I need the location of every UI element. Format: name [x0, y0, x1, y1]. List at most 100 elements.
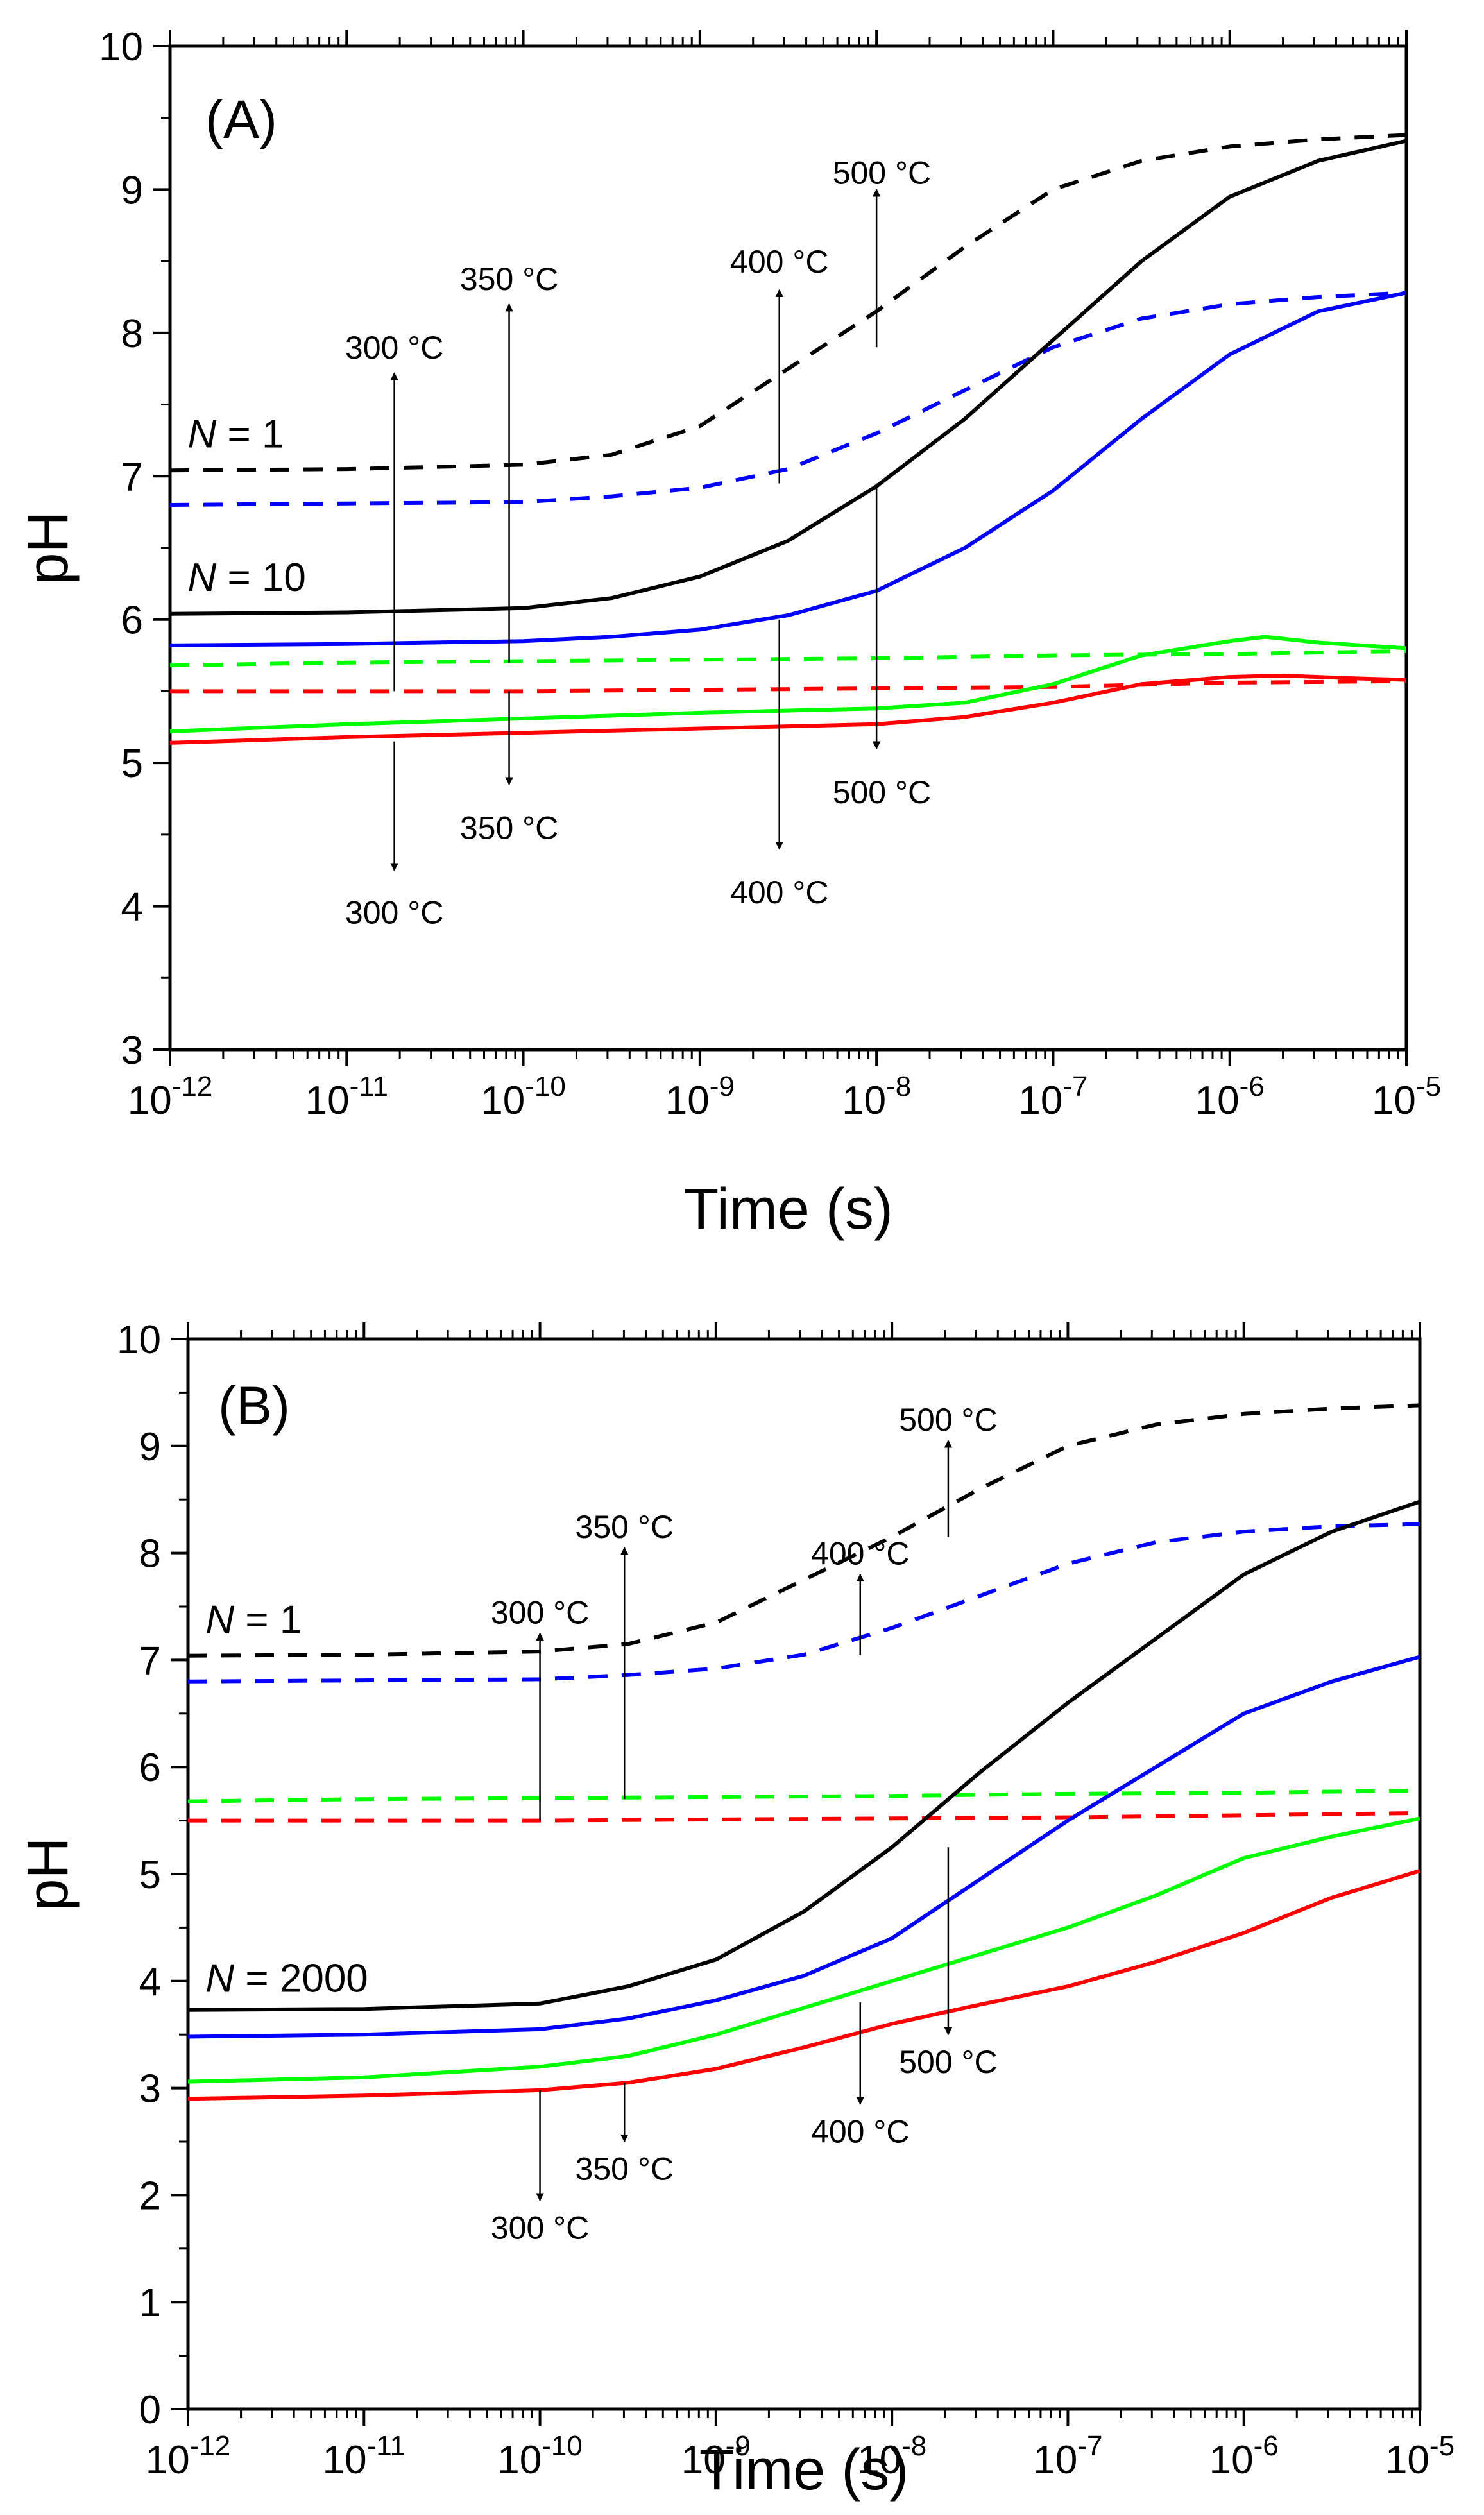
annotation-label: 500 °C	[833, 155, 931, 191]
x-tick-exponent: -8	[901, 2430, 926, 2462]
x-tick-label: 10-10	[497, 2430, 583, 2482]
series-line	[187, 1499, 1420, 2012]
x-tick-base: 10	[323, 2438, 367, 2482]
annotation-label: 300 °C	[491, 2210, 589, 2246]
x-tick-label: 10-8	[857, 2430, 926, 2482]
series-label-symbol: N	[188, 556, 217, 600]
plot-frame	[186, 1337, 1422, 2411]
x-tick-label: 10-6	[1195, 1071, 1265, 1123]
x-tick-exponent: -5	[1416, 1071, 1441, 1102]
x-tick-base: 10	[305, 1078, 350, 1123]
annotation-label: 300 °C	[345, 895, 443, 931]
series-label-value: = 1	[216, 413, 284, 457]
x-tick-label: 10-12	[146, 2430, 231, 2482]
y-tick-label: 8	[121, 312, 143, 356]
x-tick-label: 10-7	[1033, 2430, 1102, 2482]
series-line	[169, 673, 1407, 745]
y-tick-label: 10	[117, 1318, 161, 1362]
series-line	[169, 649, 1407, 668]
x-tick-label: 10-10	[481, 1071, 566, 1123]
annotation-label: 400 °C	[730, 874, 828, 910]
y-tick-label: 6	[121, 599, 143, 643]
x-tick-exponent: -7	[1062, 1071, 1087, 1102]
series-group	[169, 133, 1407, 745]
annotation-label: 300 °C	[491, 1594, 589, 1630]
x-tick-base: 10	[146, 2438, 190, 2482]
series-label: N = 1	[205, 1598, 302, 1642]
series-line	[188, 1811, 1420, 1823]
series-label: N = 1	[188, 413, 284, 457]
x-tick-label: 10-9	[665, 1071, 735, 1123]
x-tick-exponent: -10	[542, 2430, 583, 2462]
x-ticks	[169, 30, 1408, 1066]
x-tick-exponent: -10	[525, 1071, 566, 1102]
x-tick-exponent: -9	[710, 1071, 735, 1102]
series-line	[187, 1655, 1420, 2039]
series-line	[187, 1816, 1420, 2084]
y-axis-title: pH	[16, 511, 80, 584]
series-label: N = 10	[188, 556, 306, 600]
series-line	[187, 1522, 1420, 1684]
x-tick-exponent: -8	[886, 1071, 911, 1102]
x-tick-base: 10	[497, 2438, 542, 2482]
series-label-symbol: N	[188, 413, 217, 457]
x-tick-label: 10-9	[681, 2430, 751, 2482]
x-tick-exponent: -12	[172, 1071, 213, 1102]
y-axis-title: pH	[16, 1837, 80, 1911]
y-tick-label: 4	[121, 885, 143, 930]
series-line	[187, 1788, 1420, 1803]
series-line	[187, 1869, 1420, 2101]
annotation-label: 350 °C	[576, 1509, 674, 1545]
x-tick-base: 10	[1372, 1078, 1416, 1123]
annotation-label: 350 °C	[460, 261, 558, 297]
annotation-label: 300 °C	[345, 330, 443, 366]
x-tick-base: 10	[1385, 2438, 1429, 2482]
y-tick-label: 0	[139, 2388, 161, 2432]
x-tick-exponent: -6	[1240, 1071, 1265, 1102]
annotation-label: 500 °C	[899, 2044, 997, 2080]
series-line	[187, 1403, 1420, 1658]
x-tick-exponent: -5	[1429, 2430, 1454, 2462]
series-label-value: = 1	[234, 1598, 302, 1642]
y-ticks	[171, 1338, 188, 2410]
y-tick-label: 1	[139, 2281, 161, 2325]
y-tick-label: 4	[139, 1960, 161, 2004]
y-ticks	[153, 45, 170, 1051]
series-line	[169, 133, 1407, 473]
series-line	[169, 635, 1407, 733]
x-tick-base: 10	[1018, 1078, 1062, 1123]
y-tick-label: 3	[139, 2067, 161, 2111]
y-tick-label: 5	[121, 742, 143, 786]
series-line	[170, 679, 1407, 694]
x-tick-base: 10	[1195, 1078, 1240, 1123]
y-tick-label: 6	[139, 1746, 161, 1790]
x-ticks	[187, 1322, 1421, 2426]
x-tick-exponent: -6	[1254, 2430, 1279, 2462]
annotation-label: 400 °C	[811, 2113, 909, 2149]
annotation-label: 400 °C	[811, 1536, 909, 1572]
series-line	[169, 291, 1407, 507]
y-tick-label: 9	[139, 1425, 161, 1469]
y-tick-label: 7	[121, 455, 143, 499]
y-tick-label: 7	[139, 1639, 161, 1683]
annotation-label: 500 °C	[899, 1402, 997, 1438]
panel-b: 10-12 10-11 10-10 10-9 10-8 10-7 10-6 10-501234…	[16, 1318, 1454, 2502]
x-tick-exponent: -11	[367, 2430, 405, 2462]
x-tick-label: 10-8	[842, 1071, 911, 1123]
panel-a: 10-12 10-11 10-10 10-9 10-8 10-7 10-6 10-534567…	[16, 25, 1441, 1241]
x-tick-label: 10-5	[1372, 1071, 1441, 1123]
x-tick-exponent: -11	[350, 1071, 388, 1102]
x-tick-label: 10-11	[323, 2430, 405, 2482]
y-tick-label: 9	[121, 168, 143, 212]
x-tick-base: 10	[857, 2438, 901, 2482]
series-label: N = 2000	[205, 1956, 368, 2000]
series-group	[187, 1403, 1420, 2101]
series-line	[169, 139, 1407, 616]
panel-label: (B)	[218, 1376, 290, 1436]
y-tick-label: 8	[139, 1532, 161, 1576]
x-tick-base: 10	[128, 1078, 172, 1123]
annotation-label: 350 °C	[460, 810, 558, 846]
y-tick-label: 3	[121, 1028, 143, 1073]
x-tick-exponent: -9	[726, 2430, 751, 2462]
